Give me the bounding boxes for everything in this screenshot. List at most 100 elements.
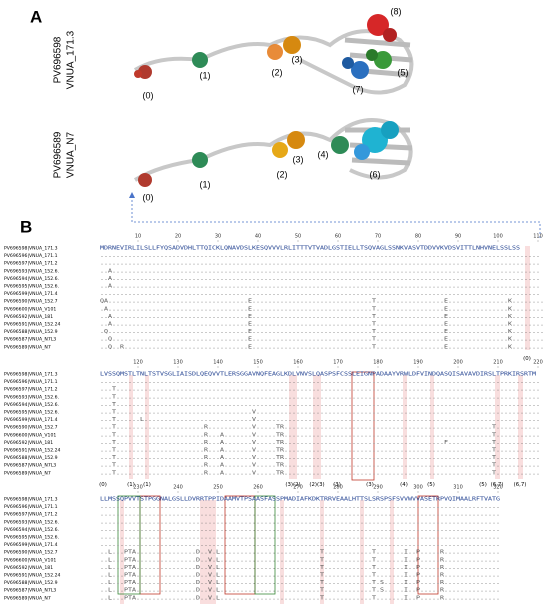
site-label: (2) <box>272 67 283 77</box>
row-label: PV696598|VNUA_171.3 <box>4 497 58 503</box>
sequence-row: ..A..................................E..… <box>100 322 544 328</box>
position-tick-label: 170 <box>333 360 343 366</box>
sequence-row: ...T......................R...A.......V.… <box>100 455 540 461</box>
site-label: (8) <box>391 6 402 16</box>
row-label: PV696591|VNUA_152.24 <box>4 573 61 579</box>
sequence-row: ........................................… <box>100 535 500 541</box>
highlights <box>120 246 530 604</box>
sequence-row: .Q...................................E..… <box>100 329 544 335</box>
row-label: PV696597|VNUA_171.2 <box>4 512 58 518</box>
row-label: PV696587|VNUA_N7L3 <box>4 337 56 343</box>
arrow <box>129 192 135 198</box>
sequence-row: ...T......................R...A.......V.… <box>100 448 540 454</box>
position-tick-label: 40 <box>255 234 261 240</box>
strain: VNUA_171.3 <box>66 30 77 89</box>
position-tick-label: 100 <box>493 234 503 240</box>
row-label: PV696600|VNUA_V101 <box>4 306 56 312</box>
sequence-row: LVSSQMSTLTNLTSTVSGLIAISDLQEQVVTLERSGGAVN… <box>100 372 536 378</box>
site-marker: (6,7) <box>491 482 504 488</box>
connector <box>131 196 541 238</box>
position-tick-label: 320 <box>493 485 503 491</box>
row-label: PV696593|VNUA_152.6. <box>4 519 59 525</box>
sequence-row: ........................................… <box>100 379 540 385</box>
accession: PV696598 <box>53 36 64 83</box>
sequence-row: ...T......................R...A.......V.… <box>100 470 540 476</box>
position-tick-label: 180 <box>373 360 383 366</box>
row-label: PV696590|VNUA_152.7 <box>4 550 58 556</box>
position-tick-label: 120 <box>133 360 143 366</box>
row-label: PV696594|VNUA_152.6. <box>4 527 59 533</box>
sequence-row: ........................................… <box>100 253 540 259</box>
position-tick-label: 110 <box>533 234 543 240</box>
row-label: PV696599|VNUA_171.4 <box>4 542 58 548</box>
row-label: PV696596|VNUA_171.1 <box>4 504 58 510</box>
sequence-row: ........................................… <box>100 519 500 525</box>
site-label: (1) <box>200 70 211 80</box>
structure-bottom <box>133 118 413 187</box>
row-label: PV696599|VNUA_171.4 <box>4 291 58 297</box>
position-tick-label: 310 <box>453 485 463 491</box>
accession: PV696589 <box>53 131 64 178</box>
row-label: PV696587|VNUA_N7L3 <box>4 588 56 594</box>
sequence-row: ........................................… <box>100 504 500 510</box>
row-label: PV696588|VNUA_152.9 <box>4 455 58 461</box>
sequence-row: MDRNEVIRLILSLLFYQSADVDHLTTQICKLQNAVDSLKE… <box>100 246 520 252</box>
row-label: PV696592|VNUA_181 <box>4 440 53 446</box>
row-label: PV696598|VNUA_171.3 <box>4 372 58 378</box>
sequence-row: ..L...PTA...............D..V.L..........… <box>100 550 500 556</box>
site-label: (7) <box>353 84 364 94</box>
row-label: PV696590|VNUA_152.7 <box>4 299 58 305</box>
row-label: PV696597|VNUA_171.2 <box>4 387 58 393</box>
sequence-row: ..L...PTA...............D..V.L..........… <box>100 573 500 579</box>
sequence-row: ..L...PTA...............D..V.L..........… <box>100 565 500 571</box>
sequence-row: ........................................… <box>100 291 540 297</box>
site-label: (1) <box>200 179 211 189</box>
position-tick-label: 220 <box>533 360 543 366</box>
position-tick-label: 190 <box>413 360 423 366</box>
row-label: PV696590|VNUA_152.7 <box>4 425 58 431</box>
row-label: PV696598|VNUA_171.3 <box>4 246 58 252</box>
position-tick-label: 50 <box>295 234 301 240</box>
row-label: PV696595|VNUA_152.6. <box>4 284 59 290</box>
row-label: PV696596|VNUA_171.1 <box>4 379 58 385</box>
row-label: PV696588|VNUA_152.9 <box>4 329 58 335</box>
sequence-row: ..A..................................E..… <box>100 314 544 320</box>
position-tick-label: 30 <box>215 234 221 240</box>
site-marker: (0) <box>99 482 107 488</box>
position-tick-label: 270 <box>293 485 303 491</box>
site-label: (3) <box>293 154 304 164</box>
position-tick-label: 290 <box>373 485 383 491</box>
site-marker: (2)(3) <box>309 482 324 488</box>
position-tick-label: 250 <box>213 485 223 491</box>
position-tick-label: 260 <box>253 485 263 491</box>
row-label: PV696588|VNUA_152.9 <box>4 580 58 586</box>
sequence-row: ...T......L...........................V.… <box>100 417 540 423</box>
sequence-row: ........................................… <box>100 261 540 267</box>
site-marker: (4) <box>400 482 408 488</box>
site-label: (0) <box>143 90 154 100</box>
site-marker: (3)(2) <box>285 482 300 488</box>
position-tick-label: 300 <box>413 485 423 491</box>
position-tick-label: 80 <box>415 234 421 240</box>
position-tick-label: 10 <box>135 234 141 240</box>
position-tick-label: 200 <box>453 360 463 366</box>
row-label: PV696589|VNUA_N7 <box>4 595 51 601</box>
position-tick-label: 140 <box>213 360 223 366</box>
site-label: (2) <box>277 169 288 179</box>
position-tick-label: 130 <box>173 360 183 366</box>
sequence-row: ..Q..................................E..… <box>100 337 544 343</box>
position-tick-label: 60 <box>335 234 341 240</box>
position-tick-label: 150 <box>253 360 263 366</box>
row-label: PV696597|VNUA_171.2 <box>4 261 58 267</box>
sequence-row: ..L...PTA...............D..V.L..........… <box>100 588 500 594</box>
row-label: PV696594|VNUA_152.6. <box>4 402 59 408</box>
site-label: (0) <box>143 192 154 202</box>
row-label: PV696594|VNUA_152.6. <box>4 276 59 282</box>
position-tick-label: 160 <box>293 360 303 366</box>
site-label: (4) <box>318 149 329 159</box>
sequence-row: ...T......................R...A.......V.… <box>100 440 540 446</box>
row-label: PV696593|VNUA_152.6. <box>4 394 59 400</box>
site-label: (6) <box>370 169 381 179</box>
sequence-row: ...T....................................… <box>100 402 540 408</box>
